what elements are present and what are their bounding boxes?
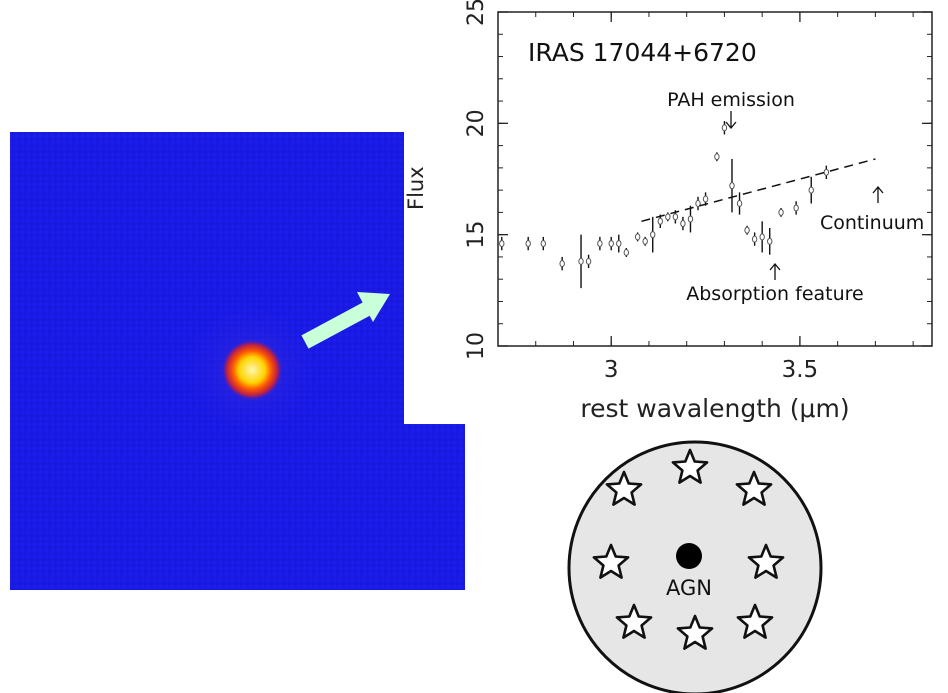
annotation-pah-label: PAH emission (667, 89, 795, 111)
star-icon (605, 470, 643, 506)
y-axis-label: Flux (404, 166, 428, 210)
agn-label: AGN (666, 576, 712, 600)
data-point (578, 257, 584, 265)
y-tick-label: 25 (464, 0, 489, 26)
data-point (695, 199, 701, 207)
data-point (767, 237, 773, 245)
data-point (616, 240, 622, 248)
data-point (665, 213, 671, 221)
y-tick-label: 15 (464, 221, 489, 249)
continuum-line (641, 158, 876, 223)
annotation-absorption: Absorption feature (686, 262, 864, 305)
data-point (823, 168, 830, 176)
agn-dot (676, 543, 702, 569)
y-tick-label: 10 (464, 332, 489, 360)
data-point (672, 213, 679, 221)
star-icon (671, 448, 709, 484)
annotation-pah: PAH emission (667, 89, 795, 130)
data-point (744, 226, 750, 234)
data-point (702, 195, 709, 203)
data-point (736, 199, 743, 207)
data-point (778, 208, 784, 216)
data-point (657, 217, 663, 225)
data-point (623, 248, 630, 256)
star-icon (676, 614, 714, 650)
star-icon (615, 603, 653, 639)
star-icon (592, 543, 630, 579)
annotation-absorption-label: Absorption feature (686, 283, 864, 305)
data-point (680, 220, 686, 228)
data-point (499, 240, 505, 248)
x-tick-label: 3 (604, 357, 619, 383)
annotation-continuum: Continuum (820, 185, 924, 234)
data-point (808, 186, 814, 194)
data-point (642, 237, 648, 245)
data-point (608, 240, 614, 248)
continuum-dashed-line (641, 158, 876, 223)
data-point (559, 260, 565, 268)
annotation-continuum-label: Continuum (820, 212, 924, 234)
data-point (540, 240, 546, 248)
x-axis: 3 3.5 (497, 12, 914, 383)
star-icon (735, 470, 773, 506)
bright-source (221, 339, 283, 401)
pointer-arrow (301, 292, 390, 349)
x-tick-label: 3.5 (782, 357, 819, 383)
chart-title: IRAS 17044+6720 (528, 38, 757, 67)
data-point (687, 215, 694, 223)
y-axis: 10 15 20 25 (464, 0, 932, 360)
data-point (597, 240, 603, 248)
y-tick-label: 20 (464, 109, 489, 137)
plot-frame (497, 11, 933, 347)
data-point (585, 257, 592, 265)
data-point (759, 233, 765, 241)
data-point (714, 153, 720, 161)
data-point (751, 235, 758, 243)
stars (592, 448, 785, 650)
data-point (650, 231, 656, 239)
image-panel (10, 132, 465, 590)
agn-diagram: AGN (567, 440, 823, 693)
data-point (525, 240, 531, 248)
star-icon (736, 603, 774, 639)
data-point (793, 204, 799, 212)
x-axis-label: rest wavalength (μm) (580, 394, 849, 423)
data-point (634, 233, 641, 241)
data-points (499, 121, 830, 289)
star-icon (747, 543, 785, 579)
data-point (729, 182, 735, 190)
data-point (721, 124, 728, 132)
